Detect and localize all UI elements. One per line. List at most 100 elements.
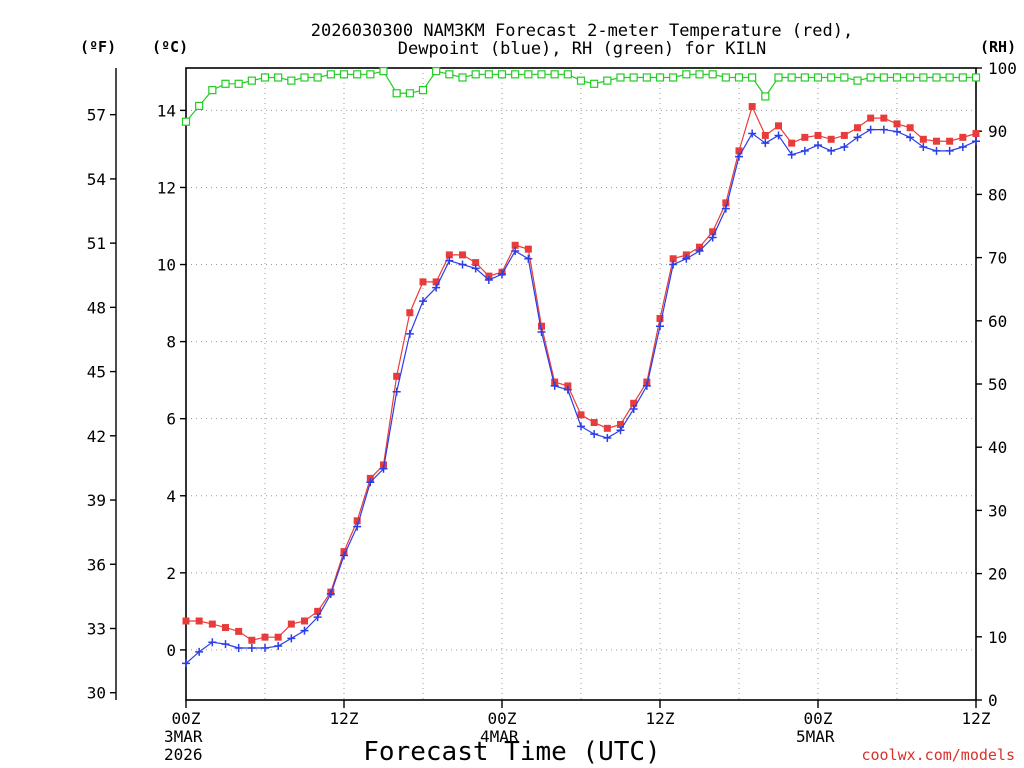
rh-point: [471, 70, 480, 79]
rh-point: [484, 70, 493, 79]
dewpoint-point: [629, 405, 638, 414]
x-axis-title: Forecast Time (UTC): [363, 737, 660, 767]
dewpoint-point: [761, 139, 770, 148]
dewpoint-point: [682, 254, 691, 263]
rh-point: [906, 73, 915, 82]
temperature-point: [406, 309, 414, 317]
dewpoint-point: [590, 430, 599, 439]
temperature-point: [919, 135, 927, 143]
rh-point: [682, 70, 691, 79]
dewpoint-point: [419, 297, 427, 306]
dewpoint-point: [656, 322, 664, 331]
rh-point: [392, 89, 401, 98]
rh-point: [629, 73, 638, 82]
dewpoint-point: [274, 642, 283, 651]
rh-point: [932, 73, 941, 82]
temperature-point: [248, 636, 256, 644]
dewpoint-point: [866, 125, 875, 134]
rh-point: [497, 70, 507, 79]
dewpoint-point: [471, 264, 480, 273]
rh-point: [221, 79, 230, 88]
temperature-point: [287, 620, 295, 628]
temperature-point: [669, 255, 677, 263]
x-tick-label: 12Z: [330, 709, 359, 728]
temperature-point: [788, 139, 796, 147]
dewpoint-point: [669, 260, 678, 269]
rh-point: [642, 73, 651, 82]
temperature-point: [827, 135, 835, 143]
rh-point: [879, 73, 888, 82]
dewpoint-point: [577, 422, 585, 431]
fahrenheit-tick-label: 51: [87, 234, 106, 253]
temperature-point: [195, 617, 203, 625]
temperature-point: [801, 133, 809, 141]
temperature-point: [472, 259, 480, 267]
dewpoint-point: [287, 634, 296, 643]
celsius-tick-label: 4: [166, 487, 176, 506]
temperature-point: [722, 199, 730, 207]
fahrenheit-tick-label: 36: [87, 555, 106, 574]
dewpoint-point: [972, 137, 980, 146]
x-tick-year: 2026: [164, 745, 203, 764]
dewpoint-point: [340, 551, 348, 560]
dewpoint-point: [708, 233, 717, 242]
x-tick-label: 12Z: [962, 709, 991, 728]
celsius-tick-label: 2: [166, 564, 176, 583]
rh-point: [445, 70, 454, 79]
series-layer: [181, 67, 981, 668]
dewpoint-point: [853, 133, 862, 142]
temperature-point: [419, 278, 427, 286]
dewpoint-point: [642, 381, 651, 390]
temperature-point: [459, 251, 466, 259]
celsius-tick-label: 0: [166, 641, 176, 660]
x-tick-label: 12Z: [646, 709, 675, 728]
rh-point: [181, 117, 191, 126]
fahrenheit-tick-label: 30: [87, 684, 106, 703]
dewpoint-point: [603, 433, 612, 442]
temperature-point: [933, 137, 940, 145]
dewpoint-point: [234, 643, 243, 652]
x-tick-date: 4MAR: [480, 727, 519, 746]
fahrenheit-tick-label: 42: [87, 427, 106, 446]
temperature-point: [946, 137, 954, 145]
dewpoint-point: [458, 260, 467, 269]
dewpoint-point: [195, 647, 204, 656]
rh-point: [300, 73, 309, 82]
rh-point: [379, 67, 388, 76]
rh-point: [313, 73, 322, 82]
dewpoint-point: [524, 254, 533, 263]
rh-point: [603, 76, 612, 85]
temperature-point: [972, 130, 980, 138]
temperature-point: [222, 624, 229, 632]
temperature-point: [445, 251, 453, 259]
rh-point: [827, 73, 836, 82]
celsius-tick-label: 8: [166, 333, 176, 352]
dewpoint-point: [300, 626, 309, 635]
temperature-point: [432, 278, 440, 286]
dewpoint-point: [313, 613, 322, 622]
temperature-point: [814, 131, 822, 139]
rh-point: [774, 73, 783, 82]
dewpoint-point: [893, 127, 901, 136]
dewpoint-point: [484, 275, 493, 284]
temperature-point: [959, 133, 967, 141]
rh-point: [945, 73, 954, 82]
rh-tick-label: 80: [988, 185, 1007, 204]
temperature-point: [577, 411, 585, 419]
rh-point: [853, 76, 862, 85]
rh-point: [958, 73, 967, 82]
dewpoint-point: [919, 143, 928, 151]
rh-point: [432, 67, 441, 76]
dewpoint-point: [721, 204, 730, 213]
dewpoint-point: [616, 426, 625, 435]
rh-point: [326, 70, 335, 79]
rh-point: [813, 73, 823, 82]
x-tick-date: 3MAR: [164, 727, 203, 746]
x-tick-label: 00Z: [804, 709, 833, 728]
rh-point: [708, 70, 717, 79]
temperature-point: [854, 124, 861, 132]
temperature-point: [630, 399, 638, 407]
dewpoint-point: [511, 247, 520, 256]
rh-point: [971, 73, 981, 82]
temperature-point: [603, 424, 611, 432]
